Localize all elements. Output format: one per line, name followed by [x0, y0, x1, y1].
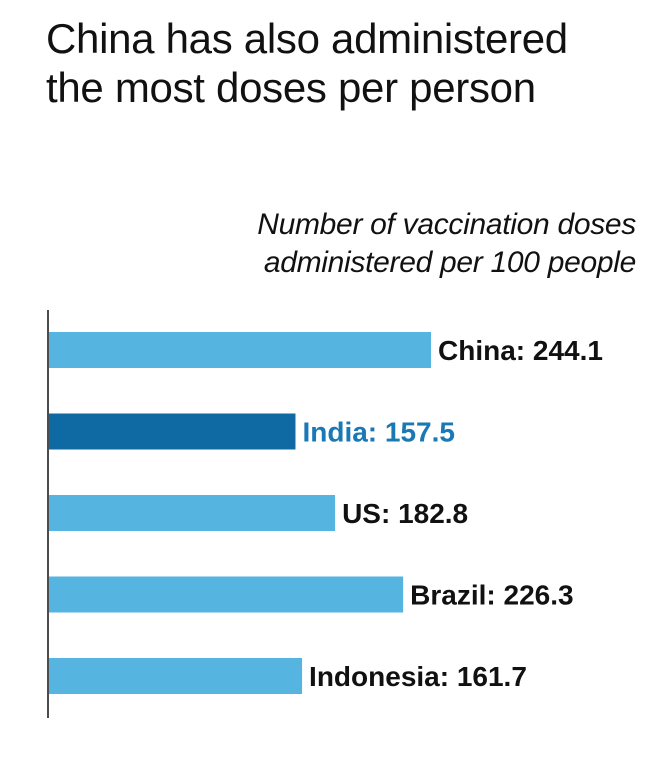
bar-label-us: US: 182.8 — [342, 498, 468, 529]
bar-chart: China: 244.1 India: 157.5 US: 182.8 Brazil:… — [47, 310, 603, 718]
bar-label-india: India: 157.5 — [302, 417, 455, 448]
bar-brazil — [49, 576, 404, 613]
bar-indonesia — [49, 658, 303, 694]
bar-us — [49, 495, 336, 531]
bar-label-china: China: 244.1 — [438, 335, 603, 366]
chart-subtitle: Number of vaccination doses administered… — [257, 208, 636, 279]
bar-india — [49, 413, 296, 450]
chart-title: China has also administered the most dos… — [46, 15, 568, 112]
bar-china — [49, 332, 431, 368]
bar-label-indonesia: Indonesia: 161.7 — [309, 661, 527, 692]
bar-label-brazil: Brazil: 226.3 — [410, 580, 573, 611]
